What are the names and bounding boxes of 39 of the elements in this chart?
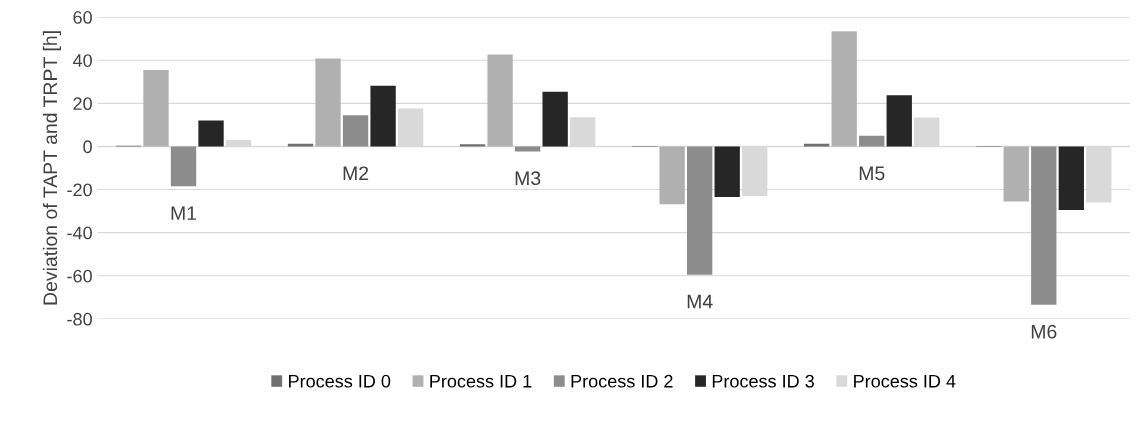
y-tick-label: 20 bbox=[73, 97, 92, 111]
legend-label: Process ID 3 bbox=[712, 374, 814, 388]
bar bbox=[315, 58, 341, 147]
x-tick-label: M5 bbox=[859, 166, 885, 181]
bar bbox=[487, 54, 513, 147]
y-tick-label: -80 bbox=[67, 312, 92, 326]
y-tick-label: 40 bbox=[72, 54, 92, 67]
bar bbox=[459, 144, 486, 147]
legend-label: Process ID 1 bbox=[430, 375, 532, 388]
bar bbox=[198, 120, 224, 147]
y-tick-label: -20 bbox=[67, 183, 92, 197]
x-tick-label: M3 bbox=[515, 171, 541, 186]
x-tick-label: M4 bbox=[687, 294, 713, 309]
bar bbox=[1031, 146, 1057, 305]
y-tick-label: 0 bbox=[83, 140, 92, 154]
x-tick-label: M2 bbox=[343, 166, 369, 180]
y-tick-label: 60 bbox=[73, 11, 92, 24]
x-tick-label: M1 bbox=[171, 206, 197, 220]
bar bbox=[859, 135, 885, 147]
y-tick-label: -60 bbox=[67, 269, 92, 283]
bar bbox=[170, 146, 197, 187]
y-axis-title: Deviation of TAPT and TRPT [h] bbox=[42, 31, 61, 305]
bar bbox=[514, 146, 541, 152]
bar bbox=[1003, 146, 1029, 202]
bar bbox=[687, 146, 713, 275]
bar bbox=[542, 91, 568, 147]
bar bbox=[143, 69, 169, 147]
bar bbox=[714, 146, 740, 198]
bar bbox=[370, 85, 396, 147]
legend-label: Process ID 4 bbox=[854, 375, 956, 388]
bar bbox=[1058, 146, 1084, 211]
bar bbox=[342, 115, 369, 147]
x-tick-label: M6 bbox=[1031, 324, 1057, 339]
bar bbox=[886, 95, 912, 147]
legend-label: Process ID 2 bbox=[571, 374, 673, 388]
legend-label: Process ID 0 bbox=[289, 374, 391, 388]
bar bbox=[831, 31, 857, 147]
bar bbox=[659, 146, 685, 205]
y-tick-label: -40 bbox=[67, 226, 92, 240]
